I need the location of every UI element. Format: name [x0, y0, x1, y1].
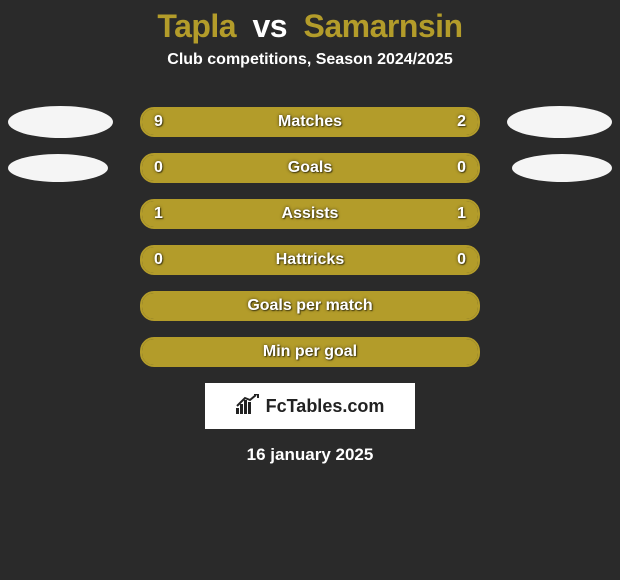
stat-bar-left-fill	[142, 109, 418, 135]
stat-bar-right-fill	[310, 247, 478, 273]
stat-bar: Goals per match	[140, 291, 480, 321]
comparison-bars: Matches92 Goals00 Assists11 Hattricks00 Goal…	[0, 99, 620, 375]
comparison-row: Goals per match	[0, 283, 620, 329]
vs-separator: vs	[252, 8, 287, 44]
comparison-card: Tapla vs Samarnsin Club competitions, Se…	[0, 0, 620, 580]
page-title: Tapla vs Samarnsin	[0, 8, 620, 45]
stat-bar-left-fill	[142, 201, 310, 227]
stat-bar: Assists11	[140, 199, 480, 229]
comparison-row: Assists11	[0, 191, 620, 237]
brand-badge[interactable]: FcTables.com	[205, 383, 415, 429]
player1-badge	[8, 106, 113, 138]
player2-badge	[512, 154, 612, 182]
fctables-chart-icon	[236, 394, 260, 419]
player2-name: Samarnsin	[303, 8, 462, 44]
stat-bar-left-fill	[142, 155, 310, 181]
player2-badge	[507, 106, 612, 138]
player1-badge	[8, 154, 108, 182]
stat-bar-right-fill	[310, 201, 478, 227]
stat-bar: Min per goal	[140, 337, 480, 367]
stat-bar-right-fill	[310, 155, 478, 181]
comparison-row: Matches92	[0, 99, 620, 145]
comparison-row: Min per goal	[0, 329, 620, 375]
date-text: 16 january 2025	[0, 445, 620, 465]
stat-bar-left-fill	[142, 339, 478, 365]
stat-bar: Goals00	[140, 153, 480, 183]
stat-bar: Matches92	[140, 107, 480, 137]
stat-bar-left-fill	[142, 293, 478, 319]
comparison-row: Goals00	[0, 145, 620, 191]
brand-text: FcTables.com	[266, 396, 385, 417]
player1-name: Tapla	[157, 8, 236, 44]
stat-bar: Hattricks00	[140, 245, 480, 275]
stat-bar-right-fill	[418, 109, 478, 135]
comparison-row: Hattricks00	[0, 237, 620, 283]
stat-bar-left-fill	[142, 247, 310, 273]
subtitle: Club competitions, Season 2024/2025	[0, 51, 620, 69]
